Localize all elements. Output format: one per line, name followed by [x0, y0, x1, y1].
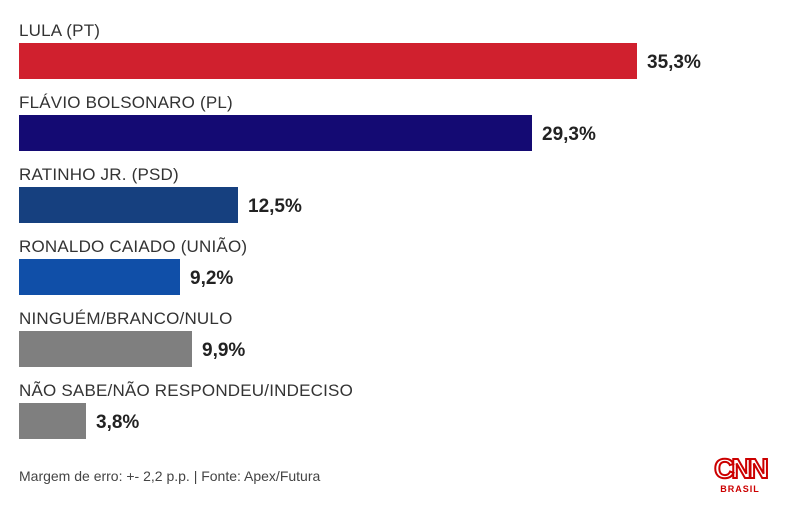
bar-chart: LULA (PT) 35,3% FLÁVIO BOLSONARO (PL) 29,3%… [19, 21, 701, 439]
category-label-lula-pt: LULA (PT) [19, 21, 100, 40]
value-label-ratinho-jr-psd: 12,5% [248, 196, 302, 217]
cnn-brasil-logo: CNN BRASIL [708, 453, 772, 495]
category-label-ronaldo-caiado-uniao: RONALDO CAIADO (UNIÃO) [19, 237, 247, 256]
logo-word: CNN [713, 453, 770, 484]
value-label-ronaldo-caiado-uniao: 9,2% [190, 268, 233, 289]
bar-nao-sabe-nao-respondeu-indeciso [19, 403, 86, 439]
bar-lula-pt [19, 43, 637, 79]
value-label-lula-pt: 35,3% [647, 52, 701, 73]
value-label-flavio-bolsonaro-pl: 29,3% [542, 124, 596, 145]
logo-sub: BRASIL [720, 484, 760, 494]
bar-ronaldo-caiado-uniao [19, 259, 180, 295]
bar-ninguem-branco-nulo [19, 331, 192, 367]
source-note: Margem de erro: +- 2,2 p.p. | Fonte: Ape… [19, 468, 321, 484]
bar-flavio-bolsonaro-pl [19, 115, 532, 151]
category-label-ninguem-branco-nulo: NINGUÉM/BRANCO/NULO [19, 309, 233, 328]
category-label-nao-sabe-nao-respondeu-indeciso: NÃO SABE/NÃO RESPONDEU/INDECISO [19, 381, 353, 400]
value-label-nao-sabe-nao-respondeu-indeciso: 3,8% [96, 412, 139, 433]
category-label-ratinho-jr-psd: RATINHO JR. (PSD) [19, 165, 179, 184]
value-label-ninguem-branco-nulo: 9,9% [202, 340, 245, 361]
category-label-flavio-bolsonaro-pl: FLÁVIO BOLSONARO (PL) [19, 93, 233, 112]
bar-ratinho-jr-psd [19, 187, 238, 223]
